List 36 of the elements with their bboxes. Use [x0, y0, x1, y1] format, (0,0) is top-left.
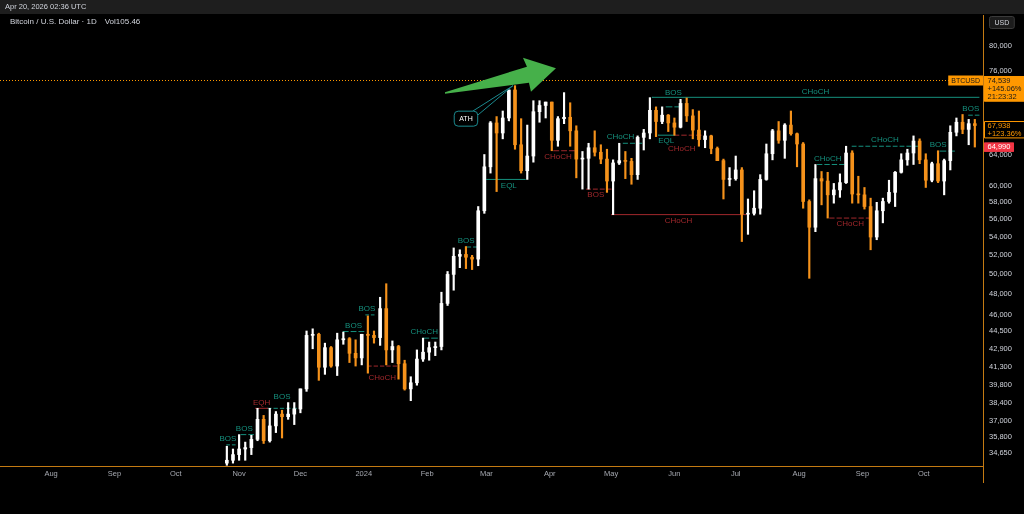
series-label: EQH [252, 397, 271, 407]
series-label: BOS [235, 423, 253, 433]
series-label: CHoCH [410, 327, 439, 337]
series-label: BOS [962, 104, 980, 114]
candlestick [562, 92, 566, 124]
series-label: CHoCH [801, 86, 830, 96]
series-label: CHoCH [544, 151, 573, 161]
series-label: CHoCH [836, 219, 865, 229]
series-label: CHoCH [368, 373, 397, 383]
series-label: BOS [587, 190, 605, 200]
series-label: EQL [500, 180, 518, 190]
series-label: BOS [664, 88, 682, 98]
series-label: CHoCH [606, 132, 635, 142]
candlestick [887, 179, 891, 204]
candlestick [795, 132, 799, 168]
candlestick [372, 330, 376, 344]
chart-subtitle: Vol105.46 [104, 17, 141, 27]
series-label: BOS [273, 391, 291, 401]
series-label: CHoCH [871, 135, 899, 145]
candlestick [421, 337, 425, 362]
series-label: BOS [219, 434, 237, 444]
candlestick [605, 148, 609, 193]
candlestick [654, 106, 658, 137]
series-label: BOS [457, 236, 475, 246]
candlestick [280, 409, 284, 439]
series-label: EQL [658, 136, 675, 146]
candlestick [746, 198, 750, 235]
series-label: BOS [358, 304, 376, 314]
series-label: BOS [345, 320, 363, 330]
candlestick [464, 246, 468, 269]
series-label: CHoCH [813, 153, 842, 163]
series-label: CHoCH [664, 215, 693, 225]
candlestick [231, 448, 235, 464]
chart-title: Bitcoin / U.S. Dollar · 1D [10, 17, 97, 27]
candlestick [936, 150, 940, 183]
series-label: BOS [929, 140, 947, 150]
